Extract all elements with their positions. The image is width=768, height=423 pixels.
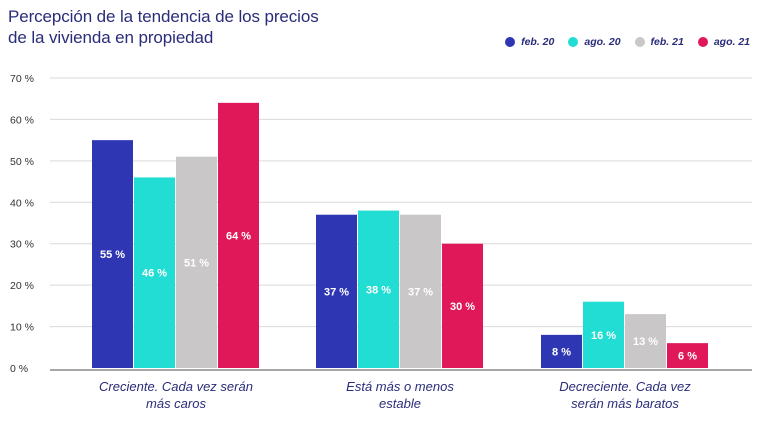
bar-ago-21-1 [442, 243, 483, 368]
legend-item-feb-21: feb. 21 [634, 36, 684, 48]
y-tick-label: 60 % [10, 114, 34, 126]
category-label: Decreciente. Cada vez [559, 379, 691, 394]
category-label: Creciente. Cada vez serán [99, 379, 253, 394]
legend-label: ago. 20 [584, 36, 621, 48]
bar-feb-21-2 [625, 314, 666, 368]
bar-ago-20-2 [583, 301, 624, 368]
data-label: 38 % [366, 284, 391, 296]
data-label: 64 % [226, 230, 251, 242]
bar-feb-20-1 [316, 214, 357, 368]
legend-label: feb. 21 [650, 36, 684, 48]
y-tick-label: 10 % [10, 322, 34, 334]
legend-item-feb-20: feb. 20 [505, 36, 554, 48]
category-label: serán más baratos [571, 396, 679, 411]
bar-ago-20-0 [134, 177, 175, 368]
y-tick-label: 30 % [10, 239, 34, 251]
y-tick-label: 50 % [10, 156, 34, 168]
data-label: 37 % [408, 286, 433, 298]
bar-feb-20-0 [92, 140, 133, 368]
y-tick-label: 40 % [10, 197, 34, 209]
bar-feb-21-1 [400, 214, 441, 368]
category-label: estable [379, 396, 421, 411]
data-label: 13 % [633, 336, 658, 348]
data-label: 55 % [100, 249, 125, 261]
data-label: 37 % [324, 286, 349, 298]
data-label: 51 % [184, 257, 209, 269]
legend-swatch [505, 37, 516, 47]
legend-label: feb. 20 [521, 36, 555, 48]
bar-feb-21-0 [176, 156, 217, 368]
y-tick-label: 70 % [10, 73, 34, 85]
legend-swatch [697, 37, 708, 47]
legend-item-ago-21: ago. 21 [697, 36, 750, 48]
category-label: Está más o menos [346, 379, 454, 394]
data-label: 8 % [552, 346, 571, 358]
chart-title-line-2: de la vivienda en propiedad [8, 28, 214, 47]
bar-ago-21-0 [218, 102, 259, 368]
data-label: 16 % [591, 330, 616, 342]
chart-legend: feb. 20 ago. 20 feb. 21 ago. 21 [505, 36, 750, 48]
legend-item-ago-20: ago. 20 [568, 36, 621, 48]
data-label: 46 % [142, 268, 167, 280]
data-label: 30 % [450, 301, 475, 313]
category-label: más caros [146, 396, 206, 411]
bar-ago-21-2 [667, 343, 708, 368]
y-tick-label: 0 % [10, 363, 28, 375]
chart-title: Percepción de la tendencia de los precio… [8, 6, 319, 48]
y-tick-label: 20 % [10, 280, 34, 292]
chart-title-line-1: Percepción de la tendencia de los precio… [8, 7, 319, 26]
legend-swatch [568, 37, 579, 47]
bar-feb-20-2 [541, 334, 582, 368]
data-label: 6 % [678, 351, 697, 363]
bar-ago-20-1 [358, 210, 399, 368]
legend-swatch [634, 37, 645, 47]
legend-label: ago. 21 [713, 36, 750, 48]
